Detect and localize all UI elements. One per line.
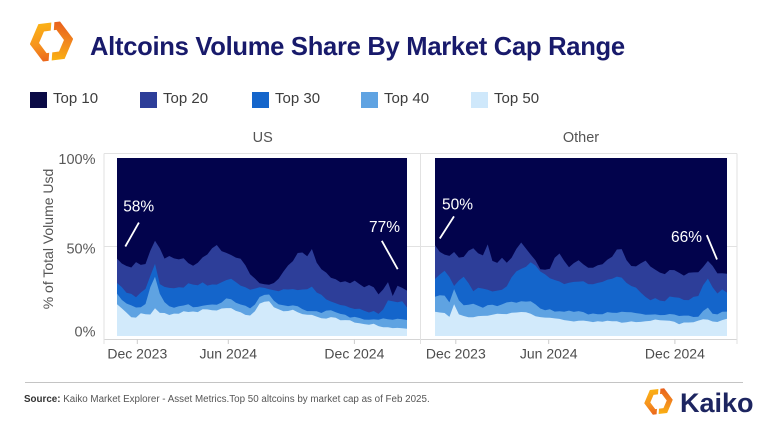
svg-text:Jun 2024: Jun 2024 xyxy=(199,346,257,362)
svg-text:0%: 0% xyxy=(75,325,96,341)
svg-text:58%: 58% xyxy=(123,198,154,215)
svg-text:66%: 66% xyxy=(671,229,702,246)
svg-text:Jun 2024: Jun 2024 xyxy=(520,346,578,362)
svg-text:US: US xyxy=(253,130,273,146)
svg-text:50%: 50% xyxy=(66,242,95,258)
svg-text:Dec 2023: Dec 2023 xyxy=(426,346,486,362)
svg-text:Other: Other xyxy=(563,130,599,146)
svg-text:50%: 50% xyxy=(442,196,473,213)
svg-text:Dec 2023: Dec 2023 xyxy=(107,346,167,362)
svg-text:Dec 2024: Dec 2024 xyxy=(324,346,384,362)
svg-text:% of Total Volume Usd: % of Total Volume Usd xyxy=(40,169,56,310)
svg-text:100%: 100% xyxy=(58,152,95,168)
svg-text:77%: 77% xyxy=(369,219,400,236)
svg-text:Dec 2024: Dec 2024 xyxy=(645,346,705,362)
